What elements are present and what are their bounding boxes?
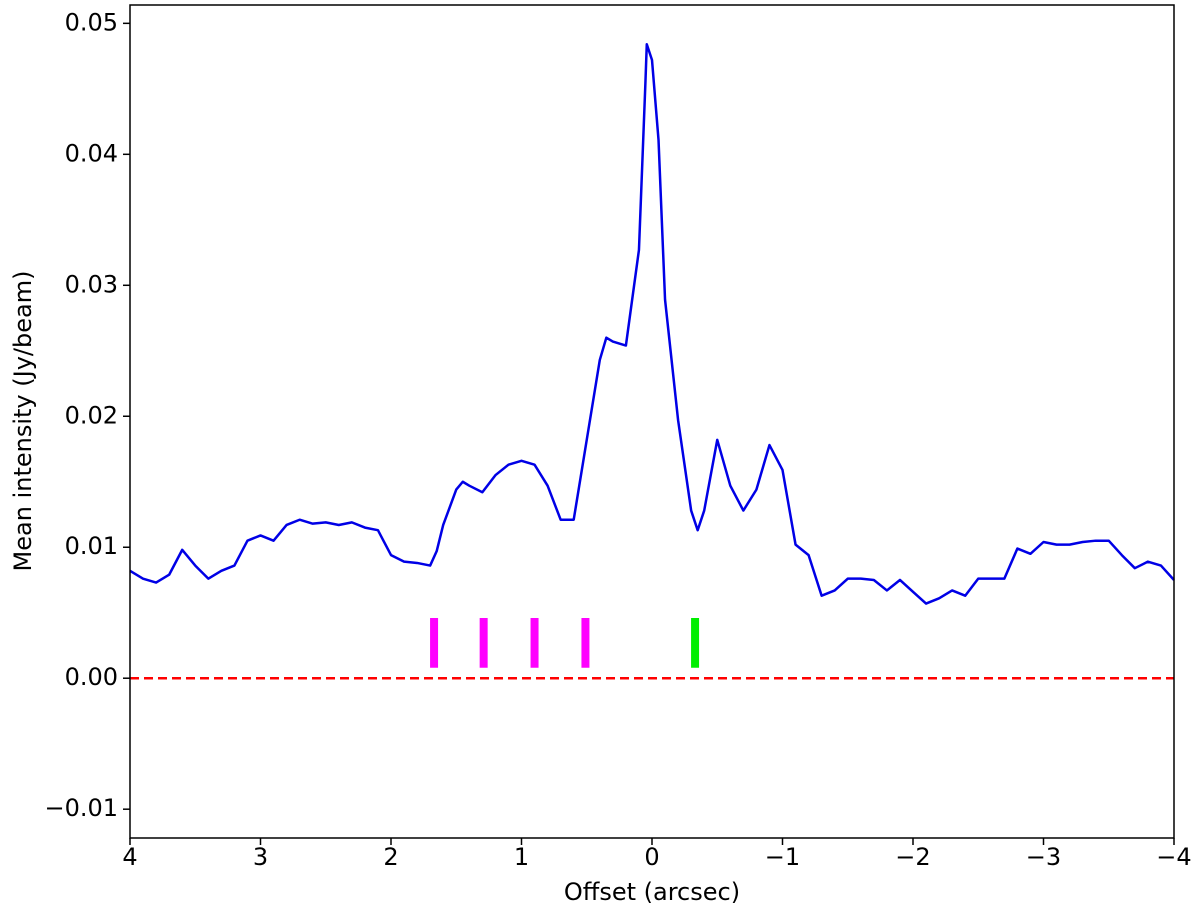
x-tick-label: −2 (895, 843, 930, 871)
y-tick-label: 0.00 (65, 663, 118, 691)
x-tick-label: −1 (765, 843, 800, 871)
y-axis-label: Mean intensity (Jy/beam) (9, 271, 37, 572)
plot-frame (129, 4, 1175, 839)
y-tick-label: 0.04 (65, 139, 118, 167)
x-tick-label: −3 (1026, 843, 1061, 871)
data-line (129, 43, 1175, 605)
y-tick-label: 0.05 (65, 8, 118, 36)
y-tick-label: −0.01 (44, 794, 118, 822)
x-axis-label: Offset (arcsec) (564, 878, 740, 906)
x-tick-label: 1 (514, 843, 529, 871)
y-tick-label: 0.01 (65, 532, 118, 560)
x-tick-label: −4 (1156, 843, 1191, 871)
y-tick-label: 0.03 (65, 270, 118, 298)
x-tick-label: 3 (253, 843, 268, 871)
x-tick-label: 2 (383, 843, 398, 871)
y-tick-label: 0.02 (65, 401, 118, 429)
x-tick-label: 4 (122, 843, 137, 871)
x-tick-label: 0 (644, 843, 659, 871)
